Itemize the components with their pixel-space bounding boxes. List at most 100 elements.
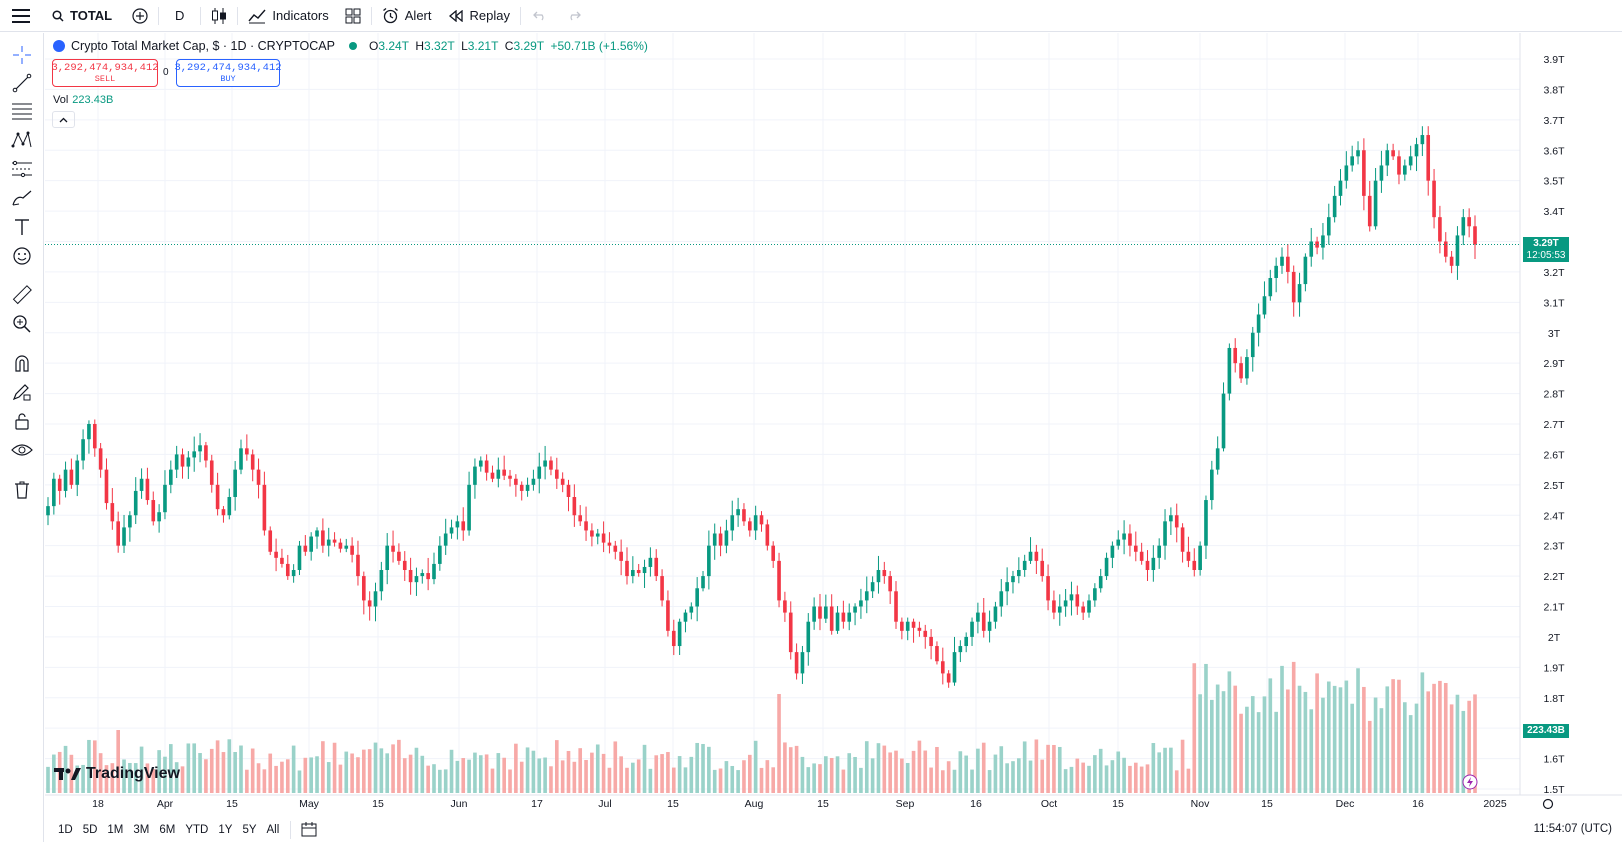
candle-body: [163, 484, 167, 513]
candle-body: [75, 460, 80, 485]
candle-body: [1473, 226, 1477, 245]
collapse-legend-button[interactable]: [52, 111, 75, 128]
brush-tool[interactable]: [8, 184, 36, 212]
y-axis-tick-label: 1.8T: [1543, 693, 1565, 705]
measure-tool[interactable]: [8, 281, 36, 309]
volume-bar: [935, 746, 939, 793]
volume-bar: [256, 763, 261, 793]
volume-bar: [116, 730, 120, 793]
indicators-button[interactable]: Indicators: [240, 0, 336, 32]
visibility-tool[interactable]: [8, 436, 36, 464]
candle-body: [607, 542, 612, 546]
candle-body: [1116, 539, 1121, 546]
volume-bar: [631, 762, 635, 793]
volume-bar: [250, 748, 255, 793]
candle-body: [935, 646, 939, 662]
volume-bar: [537, 758, 542, 793]
date-range-button[interactable]: [293, 821, 327, 840]
crosshair-tool[interactable]: [8, 41, 36, 69]
volume-bar: [1139, 766, 1144, 793]
period-button-1y[interactable]: 1Y: [218, 824, 233, 836]
volume-bar: [490, 768, 495, 793]
candle-body: [1215, 448, 1220, 470]
volume-bar: [291, 745, 296, 793]
magnet-tool[interactable]: [8, 349, 36, 377]
volume-bar: [209, 748, 214, 793]
volume-bar: [1145, 764, 1150, 793]
period-button-all[interactable]: All: [266, 824, 280, 836]
remove-drawings-tool[interactable]: [8, 476, 36, 504]
candle-body: [1017, 570, 1021, 577]
unlock-icon: [15, 413, 29, 430]
candle-body: [519, 484, 524, 491]
emoji-tool[interactable]: [8, 242, 36, 270]
rewind-icon: [448, 9, 463, 22]
redo-icon: [570, 11, 581, 20]
candle-body: [806, 621, 811, 653]
volume-bar: [1326, 681, 1331, 793]
redo-button[interactable]: [557, 0, 591, 32]
volume-bar: [900, 758, 904, 793]
period-button-ytd[interactable]: YTD: [185, 824, 209, 836]
candle-body: [1356, 150, 1360, 157]
candle-body: [917, 627, 922, 631]
period-button-3m[interactable]: 3M: [133, 824, 150, 836]
compare-button[interactable]: [124, 0, 156, 32]
candle-body: [1087, 600, 1091, 613]
interval-button[interactable]: D: [161, 0, 198, 32]
candle-body: [326, 539, 331, 546]
candle-body: [391, 545, 395, 552]
candle-body: [508, 475, 512, 479]
period-button-5d[interactable]: 5D: [82, 824, 98, 836]
candle-body: [186, 457, 191, 467]
candle-body: [461, 521, 466, 531]
candle-body: [397, 551, 401, 561]
volume-bar: [1473, 694, 1477, 793]
zoom-tool[interactable]: [8, 310, 36, 338]
candle-body: [338, 542, 343, 549]
chart-type-button[interactable]: [203, 0, 235, 32]
period-button-6m[interactable]: 6M: [159, 824, 176, 836]
volume-legend[interactable]: Vol 223.43B: [53, 94, 113, 106]
volume-bar: [917, 740, 922, 793]
clock-timezone[interactable]: 11:54:07 (UTC): [1533, 823, 1612, 835]
menu-button[interactable]: [0, 0, 44, 32]
candle-body: [824, 606, 828, 619]
candle-body: [1432, 180, 1436, 218]
candle-body: [753, 515, 758, 531]
pattern-tool[interactable]: [8, 126, 36, 154]
undo-button[interactable]: [523, 0, 557, 32]
symbol-search-button[interactable]: TOTAL: [44, 0, 124, 32]
volume-bar: [783, 742, 787, 793]
alert-button[interactable]: Alert: [374, 0, 440, 32]
lock-tool[interactable]: [8, 407, 36, 435]
sell-button[interactable]: 3,292,474,934,412 SELL: [51, 59, 159, 87]
volume-bar: [461, 758, 466, 793]
candle-body: [221, 509, 226, 516]
alert-label: Alert: [404, 8, 432, 23]
text-icon: [15, 219, 29, 235]
period-button-5y[interactable]: 5Y: [242, 824, 257, 836]
trend-line-tool[interactable]: [8, 69, 36, 97]
chart-pane[interactable]: 3.9T3.8T3.7T3.6T3.5T3.4T3.3T3.2T3.1T3T2.…: [45, 33, 1622, 835]
volume-bar: [759, 767, 764, 793]
symbol-title[interactable]: Crypto Total Market Cap, $ · 1D · CRYPTO…: [71, 39, 335, 53]
candle-body: [531, 478, 536, 485]
fib-tool[interactable]: [8, 97, 36, 125]
candle-body: [718, 533, 723, 546]
period-button-1m[interactable]: 1M: [107, 824, 124, 836]
candle-body: [81, 439, 85, 461]
volume-bar: [777, 694, 781, 793]
candle-body: [1344, 165, 1349, 181]
volume-bar: [695, 742, 699, 793]
volume-bar: [215, 740, 220, 793]
period-button-1d[interactable]: 1D: [58, 824, 73, 836]
replay-button[interactable]: Replay: [440, 0, 518, 32]
buy-button[interactable]: 3,292,474,934,412 BUY: [174, 59, 282, 87]
price-chart[interactable]: 3.9T3.8T3.7T3.6T3.5T3.4T3.3T3.2T3.1T3T2.…: [45, 33, 1622, 835]
layouts-button[interactable]: [337, 0, 369, 32]
text-tool[interactable]: [8, 213, 36, 241]
candle-body: [1332, 195, 1337, 218]
lock-drawings-tool[interactable]: [8, 378, 36, 406]
forecasting-tool[interactable]: [8, 155, 36, 183]
